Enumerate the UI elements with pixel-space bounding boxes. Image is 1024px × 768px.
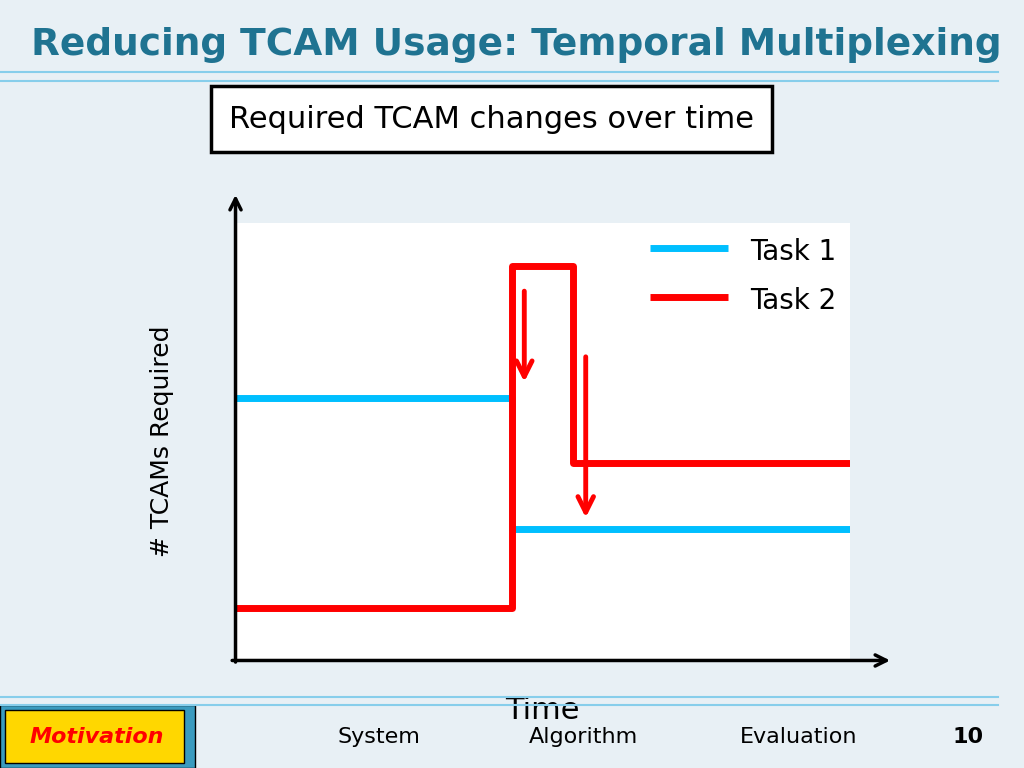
FancyBboxPatch shape bbox=[0, 705, 195, 768]
Legend: Task 1, Task 2: Task 1, Task 2 bbox=[650, 237, 836, 316]
Task 1 bbox=[506, 525, 518, 534]
Task 1 bbox=[506, 393, 518, 402]
Text: Reducing TCAM Usage: Temporal Multiplexing: Reducing TCAM Usage: Temporal Multiplexi… bbox=[31, 27, 1001, 63]
FancyBboxPatch shape bbox=[5, 710, 184, 763]
Task 1 bbox=[844, 525, 856, 534]
Task 2 bbox=[567, 262, 580, 271]
Task 2 bbox=[506, 262, 518, 271]
Text: Evaluation: Evaluation bbox=[740, 727, 857, 746]
Text: Time: Time bbox=[506, 696, 580, 724]
Text: System: System bbox=[338, 727, 420, 746]
Text: Motivation: Motivation bbox=[30, 727, 165, 746]
Line: Task 2: Task 2 bbox=[236, 266, 850, 608]
Text: Algorithm: Algorithm bbox=[529, 727, 638, 746]
Text: 10: 10 bbox=[952, 727, 983, 746]
Task 2 bbox=[229, 604, 242, 613]
Task 2 bbox=[567, 458, 580, 468]
Task 2 bbox=[506, 604, 518, 613]
Text: Required TCAM changes over time: Required TCAM changes over time bbox=[229, 104, 754, 134]
Task 2 bbox=[844, 458, 856, 468]
Task 1 bbox=[229, 393, 242, 402]
Line: Task 1: Task 1 bbox=[236, 398, 850, 529]
Text: # TCAMs Required: # TCAMs Required bbox=[150, 326, 174, 558]
